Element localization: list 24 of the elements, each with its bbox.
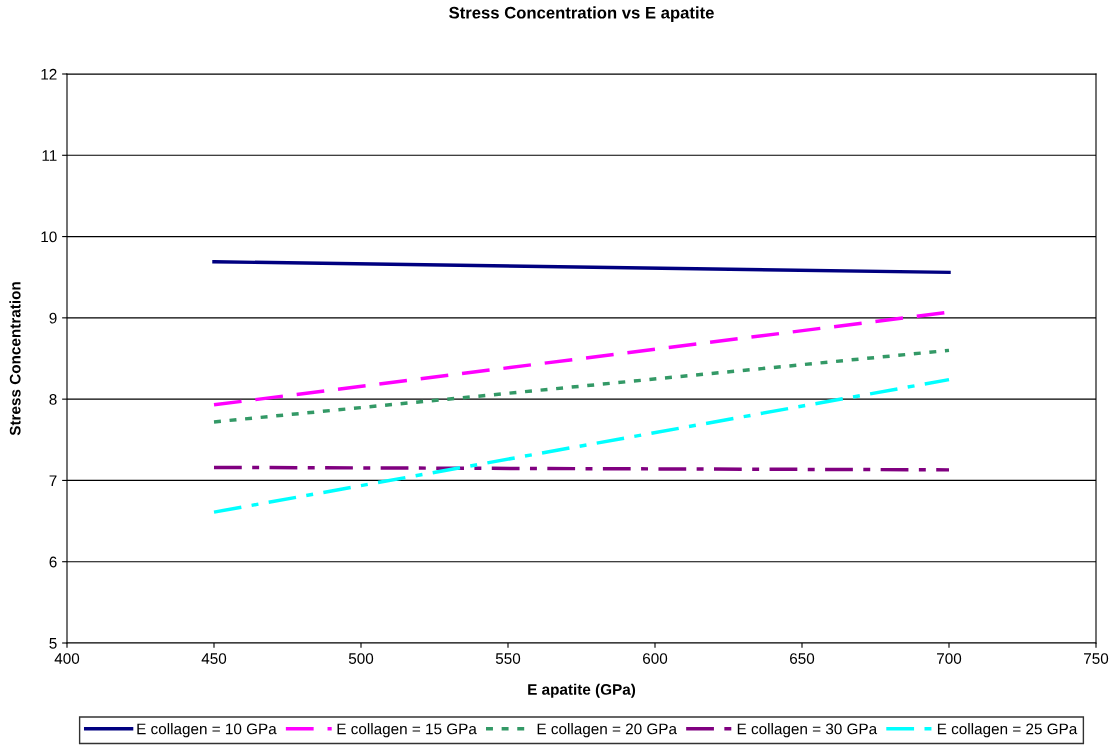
x-tick-label: 500: [348, 653, 374, 664]
y-tick-label: 6: [49, 556, 57, 568]
x-tick-label: 700: [937, 653, 962, 664]
legend-label: E collagen = 30 GPa: [737, 723, 878, 738]
y-tick-label: 8: [49, 394, 57, 405]
y-tick-label: 9: [49, 312, 57, 324]
y-tick-label: 12: [41, 68, 57, 80]
y-tick-label: 7: [49, 475, 57, 486]
x-axis-title: E apatite (GPa): [528, 683, 636, 698]
legend-label: E collagen = 15 GPa: [337, 723, 477, 738]
x-tick-label: 650: [790, 653, 815, 664]
x-tick-label: 400: [54, 653, 80, 664]
x-tick-label: 450: [201, 653, 227, 664]
y-tick-label: 5: [49, 638, 57, 649]
legend-label: E collagen = 10 GPa: [137, 723, 277, 738]
x-tick-label: 550: [495, 653, 521, 664]
x-tick-label: 750: [1084, 653, 1109, 664]
x-tick-label: 600: [643, 653, 668, 664]
y-tick-label: 11: [42, 150, 57, 161]
y-tick-label: 10: [41, 231, 57, 243]
legend-label: E collagen = 25 GPa: [937, 723, 1078, 738]
chart-title: Stress Concentration vs E apatite: [449, 6, 714, 22]
y-axis-title: Stress Concentration: [9, 282, 21, 436]
legend-label: E collagen = 20 GPa: [537, 723, 677, 738]
